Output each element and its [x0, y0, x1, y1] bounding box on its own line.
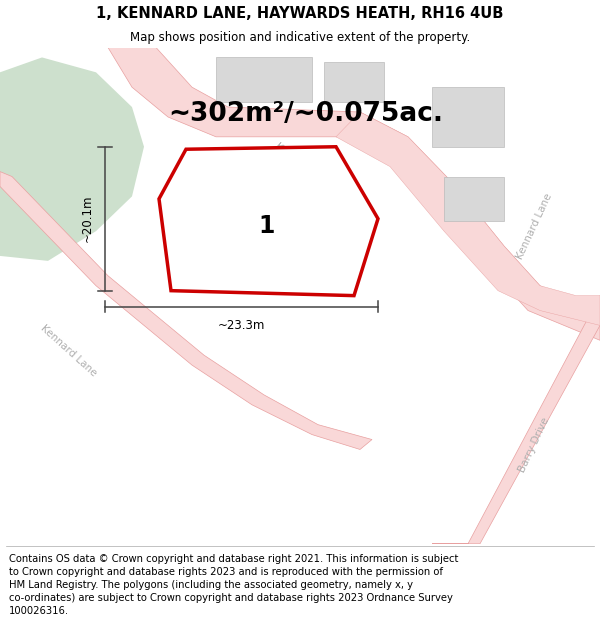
- Text: ~20.1m: ~20.1m: [81, 195, 94, 242]
- Text: co-ordinates) are subject to Crown copyright and database rights 2023 Ordnance S: co-ordinates) are subject to Crown copyr…: [9, 593, 453, 603]
- Text: to Crown copyright and database rights 2023 and is reproduced with the permissio: to Crown copyright and database rights 2…: [9, 567, 443, 577]
- Text: Barry Drive: Barry Drive: [517, 416, 551, 474]
- Polygon shape: [216, 58, 312, 102]
- Polygon shape: [108, 48, 600, 340]
- Polygon shape: [432, 296, 600, 544]
- Polygon shape: [0, 58, 144, 261]
- Text: ~23.3m: ~23.3m: [218, 319, 265, 332]
- Polygon shape: [444, 176, 504, 221]
- Polygon shape: [0, 171, 372, 449]
- Polygon shape: [336, 112, 600, 326]
- Polygon shape: [324, 62, 384, 102]
- Text: Kennard Lane: Kennard Lane: [39, 322, 99, 378]
- Polygon shape: [198, 181, 342, 266]
- Text: Kennard Lane: Kennard Lane: [273, 141, 333, 197]
- Text: ~302m²/~0.075ac.: ~302m²/~0.075ac.: [168, 101, 443, 127]
- Text: 1: 1: [259, 214, 275, 238]
- Text: 100026316.: 100026316.: [9, 606, 69, 616]
- Polygon shape: [432, 88, 504, 147]
- Text: 1, KENNARD LANE, HAYWARDS HEATH, RH16 4UB: 1, KENNARD LANE, HAYWARDS HEATH, RH16 4U…: [97, 6, 503, 21]
- Text: Kennard Lane: Kennard Lane: [514, 192, 554, 261]
- Text: Map shows position and indicative extent of the property.: Map shows position and indicative extent…: [130, 31, 470, 44]
- Polygon shape: [159, 147, 378, 296]
- Text: HM Land Registry. The polygons (including the associated geometry, namely x, y: HM Land Registry. The polygons (includin…: [9, 580, 413, 590]
- Text: Contains OS data © Crown copyright and database right 2021. This information is : Contains OS data © Crown copyright and d…: [9, 554, 458, 564]
